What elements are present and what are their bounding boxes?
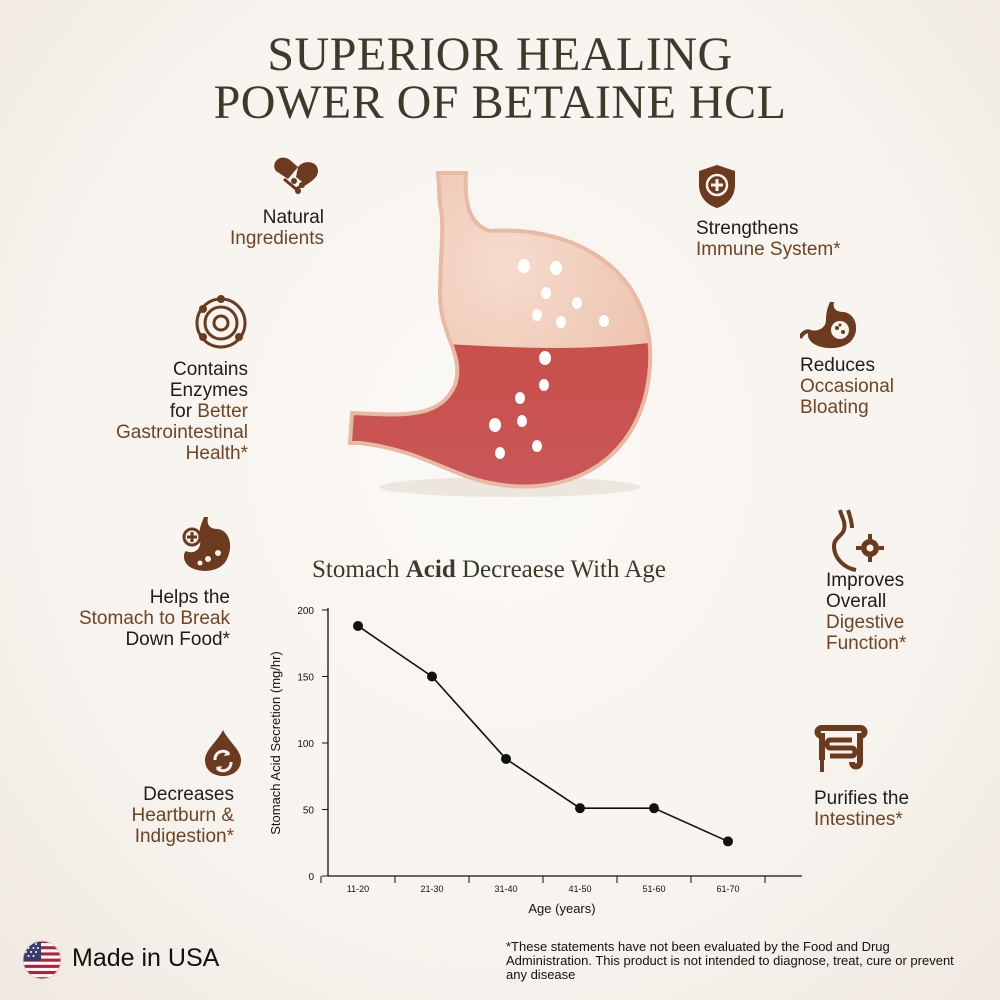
- feature-line: Down Food*: [125, 629, 230, 650]
- data-point: [427, 671, 437, 682]
- y-tick-label: 100: [297, 739, 314, 750]
- feature-line-accent: Better: [197, 401, 248, 422]
- y-tick-label: 200: [297, 606, 314, 617]
- feature-line: Reduces: [800, 355, 875, 376]
- acid-age-line-chart: 0 50 100 150 200 11-20 21-30 31-40 41-50 51-60 61-…: [268, 606, 802, 916]
- page-title-line2: POWER OF BETAINE HCL: [213, 76, 787, 129]
- fda-disclaimer: *These statements have not been evaluate…: [506, 939, 954, 982]
- data-point: [649, 803, 659, 814]
- feature-immune-system: Strengthens Immune System*: [696, 218, 841, 260]
- feature-digestive-function: Improves Overall Digestive Function*: [826, 570, 906, 654]
- x-tick-label: 21-30: [420, 884, 443, 894]
- feature-line: Decreases: [143, 784, 234, 805]
- feature-line-accent: Ingredients: [229, 228, 324, 249]
- intestines-icon: [814, 724, 868, 778]
- feature-line: Improves: [826, 570, 905, 591]
- enzyme-atom-icon: [193, 295, 249, 351]
- data-point: [501, 753, 511, 764]
- feature-bloating: Reduces Occasional Bloating: [800, 355, 894, 418]
- feature-line: Purifies the: [814, 788, 910, 809]
- acid-drop-icon: [203, 728, 243, 778]
- stomach-illustration: [340, 165, 670, 510]
- x-tick-label: 61-70: [716, 884, 739, 894]
- x-tick-label: 31-40: [494, 884, 517, 894]
- feature-line-accent: Indigestion*: [134, 826, 234, 847]
- feature-line-accent: Function*: [826, 633, 907, 654]
- chart-title-part: Decreaese With Age: [455, 556, 666, 583]
- feature-break-down-food: Helps the Stomach to Break Down Food*: [79, 587, 230, 650]
- feature-line-accent: Digestive: [826, 612, 905, 633]
- chart-title: Stomach Acid Decreaese With Age: [312, 556, 666, 584]
- bloated-stomach-icon: [800, 300, 862, 350]
- feature-line-accent: Health*: [185, 443, 248, 464]
- feature-natural-ingredients: Natural Ingredients: [230, 207, 324, 249]
- stomach-digest-icon: [178, 515, 234, 575]
- digestive-system-icon: [826, 508, 884, 572]
- feature-line-accent: Gastrointestinal: [115, 422, 248, 443]
- feature-line-accent: Immune System*: [696, 239, 841, 260]
- series-line: [357, 625, 729, 843]
- x-tick-label: 11-20: [347, 884, 369, 894]
- feature-line: Strengthens: [696, 218, 799, 239]
- chart-title-emphasis: Acid: [405, 556, 456, 583]
- feature-line-accent: Heartburn &: [131, 805, 234, 826]
- feature-line: Helps the: [149, 587, 230, 608]
- x-axis-label: Age (years): [528, 901, 595, 916]
- y-tick-label: 150: [297, 673, 314, 684]
- pill-capsule-icon: [270, 155, 326, 195]
- page-title-line1: SUPERIOR HEALING: [267, 28, 733, 81]
- data-point: [575, 803, 585, 814]
- x-tick-label: 51-60: [642, 884, 665, 894]
- feature-line: for: [169, 401, 198, 422]
- made-in-usa-label: Made in USA: [72, 944, 220, 972]
- feature-line: Natural: [262, 207, 324, 228]
- data-point: [723, 836, 733, 847]
- feature-line: Enzymes: [169, 380, 248, 401]
- y-axis-label: Stomach Acid Secretion (mg/hr): [268, 651, 283, 835]
- feature-heartburn: Decreases Heartburn & Indigestion*: [132, 784, 234, 847]
- y-tick-label: 50: [303, 806, 315, 817]
- usa-flag-icon: [22, 940, 62, 985]
- feature-intestines: Purifies the Intestines*: [814, 788, 909, 830]
- chart-title-part: Stomach: [312, 556, 406, 583]
- feature-enzymes: Contains Enzymes for Better Gastrointest…: [116, 359, 248, 464]
- feature-line-accent: Bloating: [800, 397, 869, 418]
- feature-line: Overall: [826, 591, 887, 612]
- data-point: [353, 620, 363, 631]
- feature-line: Contains: [173, 359, 248, 380]
- feature-line-accent: Occasional: [800, 376, 894, 397]
- feature-line-accent: Stomach to Break: [78, 608, 230, 629]
- y-tick-label: 0: [308, 872, 314, 883]
- shield-plus-icon: [697, 163, 737, 209]
- x-tick-label: 41-50: [568, 884, 591, 894]
- feature-line-accent: Intestines*: [814, 809, 903, 830]
